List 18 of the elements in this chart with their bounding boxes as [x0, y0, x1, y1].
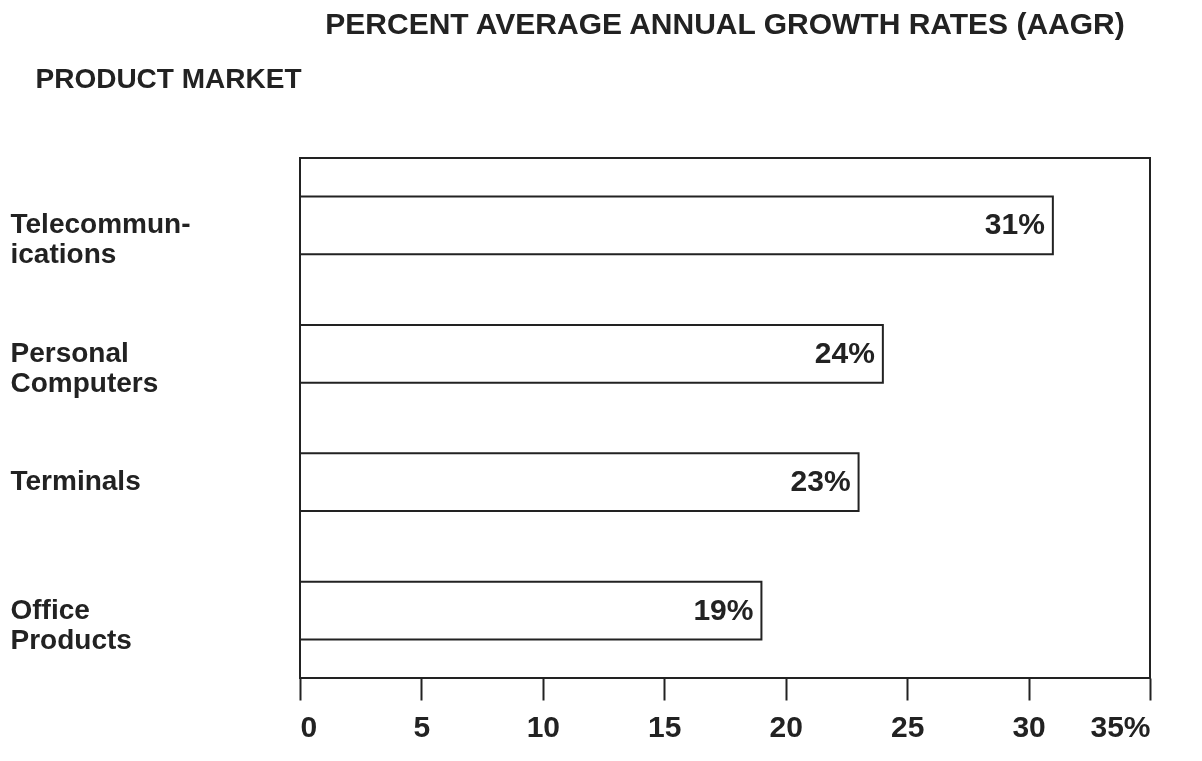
data-label: 19%	[693, 592, 754, 626]
x-tick-label: 15	[648, 709, 682, 743]
y-axis-title: PRODUCT MARKET	[35, 62, 302, 94]
x-tick-label: 25	[890, 709, 925, 743]
chart-title: PERCENT AVERAGE ANNUAL GROWTH RATES (AAGR)	[325, 7, 1125, 40]
x-tick-label: 0	[300, 709, 318, 743]
y-tick-label: Office Products	[10, 593, 132, 655]
data-label: 24%	[814, 335, 875, 369]
x-tick-label: 20	[769, 709, 803, 743]
y-tick-label: Personal Computers	[10, 336, 159, 398]
x-tick-label: 30	[1012, 709, 1046, 743]
x-tick-label: 10	[526, 709, 561, 743]
data-label: 23%	[790, 464, 851, 498]
x-tick-label: 5	[413, 709, 431, 743]
y-tick-label: Telecommun-ications	[10, 208, 191, 270]
x-tick-label: 35%	[1090, 709, 1151, 743]
data-label: 31%	[984, 207, 1045, 241]
y-tick-label: Terminals	[10, 465, 141, 497]
